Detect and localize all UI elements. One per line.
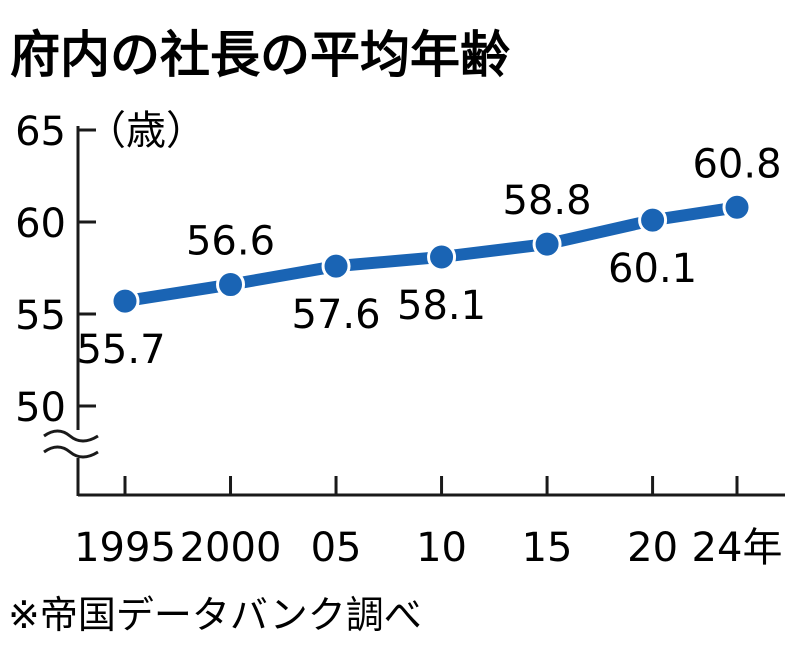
data-point [638,205,668,235]
y-tick-label: 60 [15,201,66,247]
data-label: 60.8 [692,141,781,187]
x-tick-label: 2000 [180,525,282,571]
data-point [427,242,457,272]
axis-break-symbol [43,429,99,459]
data-label: 57.6 [292,292,381,338]
x-tick-label: 20 [627,525,678,571]
source-note: ※帝国データバンク調べ [8,593,422,637]
y-axis-unit-label: （歳） [86,108,206,154]
y-tick-label: 50 [15,385,66,431]
y-tick-label: 65 [15,109,66,155]
data-label: 58.8 [503,178,592,224]
x-ticks: 1995 2000 05 10 15 20 24年 [74,476,782,571]
x-tick-label: 10 [416,525,467,571]
data-label: 55.7 [76,327,165,373]
x-tick-label: 05 [311,525,362,571]
series-line: 55.7 56.6 57.6 58.1 58.8 60.1 60.8 [76,141,781,373]
chart-title: 府内の社長の平均年齢 [10,26,510,84]
data-label: 56.6 [186,219,275,265]
x-tick-label: 1995 [74,525,176,571]
axes [43,126,785,497]
data-point [321,251,351,281]
data-label: 60.1 [608,246,697,292]
x-tick-label: 15 [522,525,573,571]
data-point [722,192,752,222]
y-ticks: 50 55 60 65 [15,109,96,431]
data-point [532,229,562,259]
data-label: 58.1 [397,283,486,329]
y-tick-label: 55 [15,293,66,339]
x-tick-label: 24年 [692,525,783,571]
data-point [216,270,246,300]
data-point [110,286,140,316]
